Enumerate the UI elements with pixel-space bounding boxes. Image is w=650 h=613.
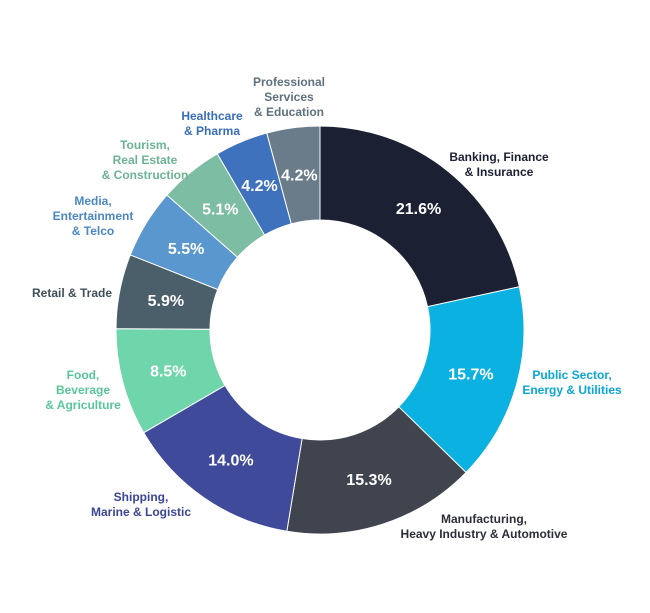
- slice-category-label-line: & Insurance: [465, 165, 534, 179]
- slice-category-label: Media, Entertainment & Telco: [53, 194, 134, 238]
- slice-category-label-line: Entertainment: [53, 209, 134, 223]
- slice-category-label: Tourism, Real Estate & Construction: [102, 138, 189, 182]
- slice-value-label: 4.2%: [241, 178, 277, 195]
- donut-slice: [266, 125, 321, 225]
- slice-category-label-line: Tourism,: [120, 138, 170, 152]
- slice-category-label-line: Shipping,: [114, 490, 169, 504]
- slice-value-label: 8.5%: [150, 363, 186, 380]
- slice-value-label: 4.2%: [281, 167, 317, 184]
- slice-category-label-line: Retail & Trade: [32, 286, 112, 300]
- slice-category-label: Public Sector, Energy & Utilities: [522, 368, 622, 397]
- slice-category-label: Banking, Finance & Insurance: [449, 150, 549, 179]
- slice-category-label-line: Professional: [253, 75, 325, 89]
- slice-category-label-line: & Education: [254, 105, 324, 119]
- slice-category-label-line: Food,: [67, 368, 100, 382]
- slice-category-label: Shipping, Marine & Logistic: [91, 490, 191, 519]
- slice-category-label-line: & Telco: [72, 224, 114, 238]
- slice-category-label-line: Real Estate: [113, 153, 178, 167]
- slice-value-label: 21.6%: [396, 201, 441, 218]
- slice-value-label: 5.9%: [148, 293, 184, 310]
- slice-category-label-line: Services: [264, 90, 314, 104]
- slice-category-label-line: Manufacturing,: [441, 512, 527, 526]
- slice-category-label-line: Media,: [74, 194, 111, 208]
- slice-value-label: 15.3%: [346, 472, 391, 489]
- slice-value-label: 15.7%: [448, 366, 493, 383]
- slice-category-label-line: & Construction: [102, 168, 189, 182]
- slice-category-label: Retail & Trade: [32, 286, 112, 300]
- slice-value-label: 14.0%: [208, 452, 253, 469]
- slice-value-label: 5.5%: [168, 241, 204, 258]
- slice-category-label: Manufacturing, Heavy Industry & Automotiv…: [401, 512, 568, 541]
- slice-category-label: Healthcare & Pharma: [181, 109, 243, 138]
- slice-category-label-line: Heavy Industry & Automotive: [401, 527, 568, 541]
- slice-category-label: Professional Services & Education: [253, 75, 325, 119]
- slice-category-label-line: & Pharma: [184, 124, 240, 138]
- slice-category-label-line: Energy & Utilities: [522, 383, 622, 397]
- slice-category-label-line: & Agriculture: [45, 398, 121, 412]
- slice-category-label-line: Beverage: [56, 383, 110, 397]
- slice-category-label: Food, Beverage & Agriculture: [45, 368, 121, 412]
- slice-category-label-line: Public Sector,: [532, 368, 611, 382]
- donut-slice: [319, 125, 520, 308]
- slice-category-label-line: Healthcare: [181, 109, 243, 123]
- slice-category-label-line: Marine & Logistic: [91, 505, 191, 519]
- slice-value-label: 5.1%: [202, 202, 238, 219]
- slice-category-label-line: Banking, Finance: [449, 150, 549, 164]
